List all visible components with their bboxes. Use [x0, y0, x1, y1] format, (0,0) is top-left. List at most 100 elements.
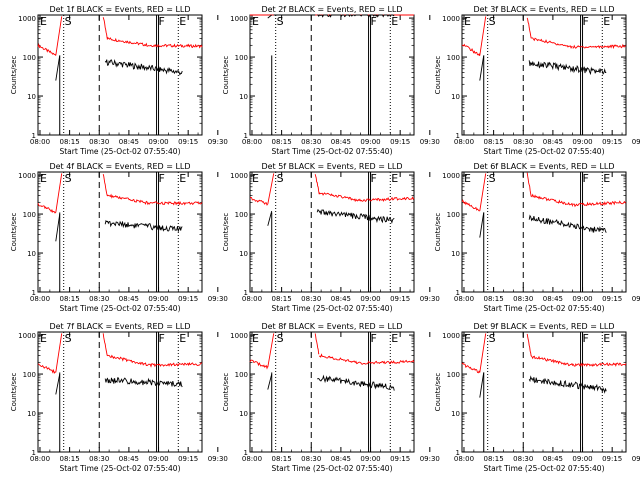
y-tick-label: 10	[451, 250, 460, 258]
x-tick-label: 08:45	[119, 455, 139, 463]
y-axis-label: Counts/sec	[222, 213, 230, 252]
detector-panel: Det 9f BLACK = Events, RED = LLD Counts/s…	[434, 322, 640, 473]
x-axis-label: Start Time (25-Oct-02 07:55:40)	[271, 464, 392, 473]
x-tick-label: 08:15	[484, 295, 504, 303]
flare-marker-e: E	[252, 332, 259, 345]
lld-series-line	[479, 16, 487, 56]
lld-series-line	[360, 196, 415, 202]
lld-series-line	[318, 192, 362, 203]
flare-marker-e: E	[252, 15, 259, 28]
x-tick-label: 08:45	[119, 295, 139, 303]
flare-marker-e: E	[252, 172, 259, 185]
lld-series-line	[530, 355, 574, 367]
lld-series-line	[102, 174, 108, 196]
lld-series-line	[37, 363, 56, 375]
y-tick-label: 10	[451, 410, 460, 418]
y-tick-label: 10	[239, 250, 248, 258]
x-tick-label: 08:45	[543, 295, 563, 303]
x-tick-label: 08:45	[331, 455, 351, 463]
events-series-line	[267, 210, 273, 226]
x-tick-label: 09:00	[572, 455, 592, 463]
x-tick-label: 08:30	[89, 295, 109, 303]
y-tick-label: 10	[239, 93, 248, 101]
lld-series-line	[461, 362, 481, 374]
flare-marker-s: S	[65, 172, 72, 185]
flare-marker-e: E	[179, 332, 186, 345]
lld-series-line	[106, 193, 150, 206]
y-axis-label: Counts/sec	[222, 56, 230, 95]
flare-marker-f: F	[583, 15, 589, 28]
y-axis-label: Counts/sec	[10, 213, 18, 252]
x-tick-label: 08:00	[242, 295, 262, 303]
flare-marker-e: E	[464, 172, 471, 185]
plot-frame	[461, 331, 627, 453]
y-tick-label: 1	[456, 289, 460, 297]
x-tick-label: 08:30	[301, 138, 321, 146]
y-tick-label: 10	[27, 250, 36, 258]
x-tick-label: 08:15	[484, 455, 504, 463]
flare-marker-e: E	[603, 15, 610, 28]
y-tick-label: 1	[244, 289, 248, 297]
x-axis-label: Start Time (25-Oct-02 07:55:40)	[59, 147, 180, 156]
events-series-line	[55, 373, 61, 395]
lld-series-line	[572, 362, 627, 368]
x-axis-label: Start Time (25-Oct-02 07:55:40)	[483, 304, 604, 313]
events-series-line	[479, 212, 485, 238]
x-tick-label: 09:15	[602, 455, 622, 463]
x-tick-label: 09:00	[360, 455, 380, 463]
y-tick-label: 1	[456, 449, 460, 457]
x-tick-label: 08:15	[272, 455, 292, 463]
events-series-line	[267, 14, 273, 19]
x-tick-label: 09:00	[148, 455, 168, 463]
lld-series-line	[106, 354, 149, 367]
x-tick-label: 08:30	[513, 295, 533, 303]
y-tick-label: 100	[447, 54, 460, 62]
flare-marker-e: E	[40, 332, 47, 345]
lld-series-line	[267, 173, 275, 205]
lld-series-line	[267, 333, 275, 368]
lld-series-line	[318, 353, 361, 365]
y-axis-label: Counts/sec	[10, 373, 18, 412]
x-tick-label: 08:45	[331, 138, 351, 146]
panel-title: Det 1f BLACK = Events, RED = LLD	[49, 5, 190, 14]
plot-frame	[37, 331, 203, 453]
events-series-line	[317, 14, 395, 18]
y-tick-label: 100	[235, 211, 248, 219]
flare-marker-f: F	[159, 15, 165, 28]
lld-series-line	[526, 172, 532, 197]
events-series-line	[479, 55, 485, 81]
plot-frame	[37, 14, 203, 136]
flare-marker-e: E	[179, 15, 186, 28]
lld-series-line	[572, 200, 627, 208]
events-series-line	[267, 373, 273, 390]
y-tick-label: 100	[23, 54, 36, 62]
detector-panel: Det 4f BLACK = Events, RED = LLD Counts/s…	[10, 162, 228, 313]
plot-frame	[37, 171, 203, 293]
x-tick-label: 09:15	[602, 295, 622, 303]
lld-series-line	[249, 197, 269, 206]
lld-series-line	[461, 43, 481, 57]
panel-title: Det 9f BLACK = Events, RED = LLD	[473, 322, 614, 331]
x-tick-label: 08:30	[513, 138, 533, 146]
lld-series-line	[531, 37, 573, 49]
y-tick-label: 1000	[18, 172, 36, 180]
plot-frame	[461, 14, 627, 136]
lld-series-line	[148, 43, 203, 49]
x-tick-label: 09:30	[632, 295, 640, 303]
x-tick-label: 08:15	[60, 295, 80, 303]
y-tick-label: 1000	[442, 15, 460, 23]
x-tick-label: 08:15	[60, 455, 80, 463]
x-tick-label: 09:30	[208, 455, 228, 463]
y-tick-label: 10	[451, 93, 460, 101]
y-tick-label: 1	[32, 132, 36, 140]
x-axis-label: Start Time (25-Oct-02 07:55:40)	[483, 147, 604, 156]
y-tick-label: 1000	[230, 15, 248, 23]
x-tick-label: 09:15	[178, 455, 198, 463]
x-tick-label: 08:00	[242, 138, 262, 146]
y-tick-label: 1000	[18, 332, 36, 340]
flare-marker-s: S	[489, 15, 496, 28]
flare-marker-e: E	[391, 332, 398, 345]
lld-series-line	[106, 36, 149, 47]
y-tick-label: 100	[235, 54, 248, 62]
